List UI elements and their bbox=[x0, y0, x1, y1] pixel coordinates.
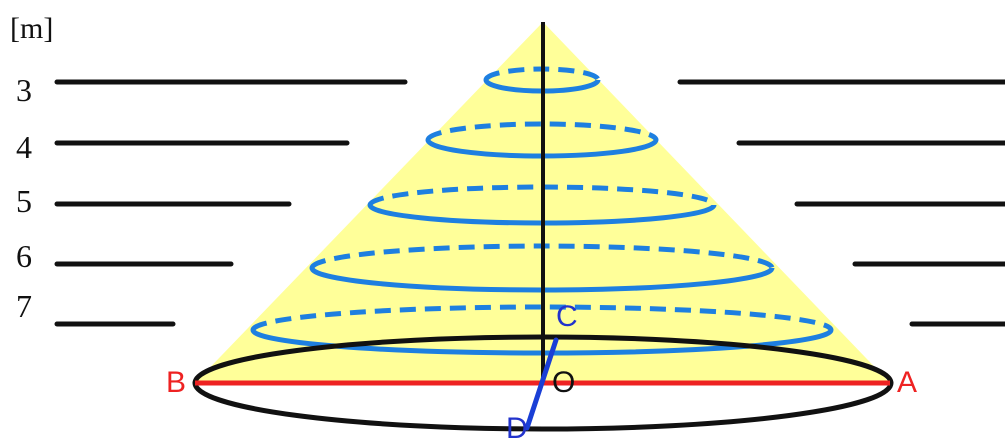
point-label-d: D bbox=[506, 414, 528, 444]
point-label-b: B bbox=[166, 368, 186, 398]
level-label-5: 5 bbox=[16, 185, 32, 217]
point-label-a: A bbox=[897, 368, 917, 398]
point-label-o: O bbox=[552, 368, 575, 398]
point-label-c: C bbox=[556, 302, 578, 332]
unit-label: [m] bbox=[10, 14, 53, 44]
level-label-4: 4 bbox=[16, 131, 32, 163]
level-label-7: 7 bbox=[16, 290, 32, 322]
level-label-6: 6 bbox=[16, 240, 32, 272]
level-label-3: 3 bbox=[16, 74, 32, 106]
